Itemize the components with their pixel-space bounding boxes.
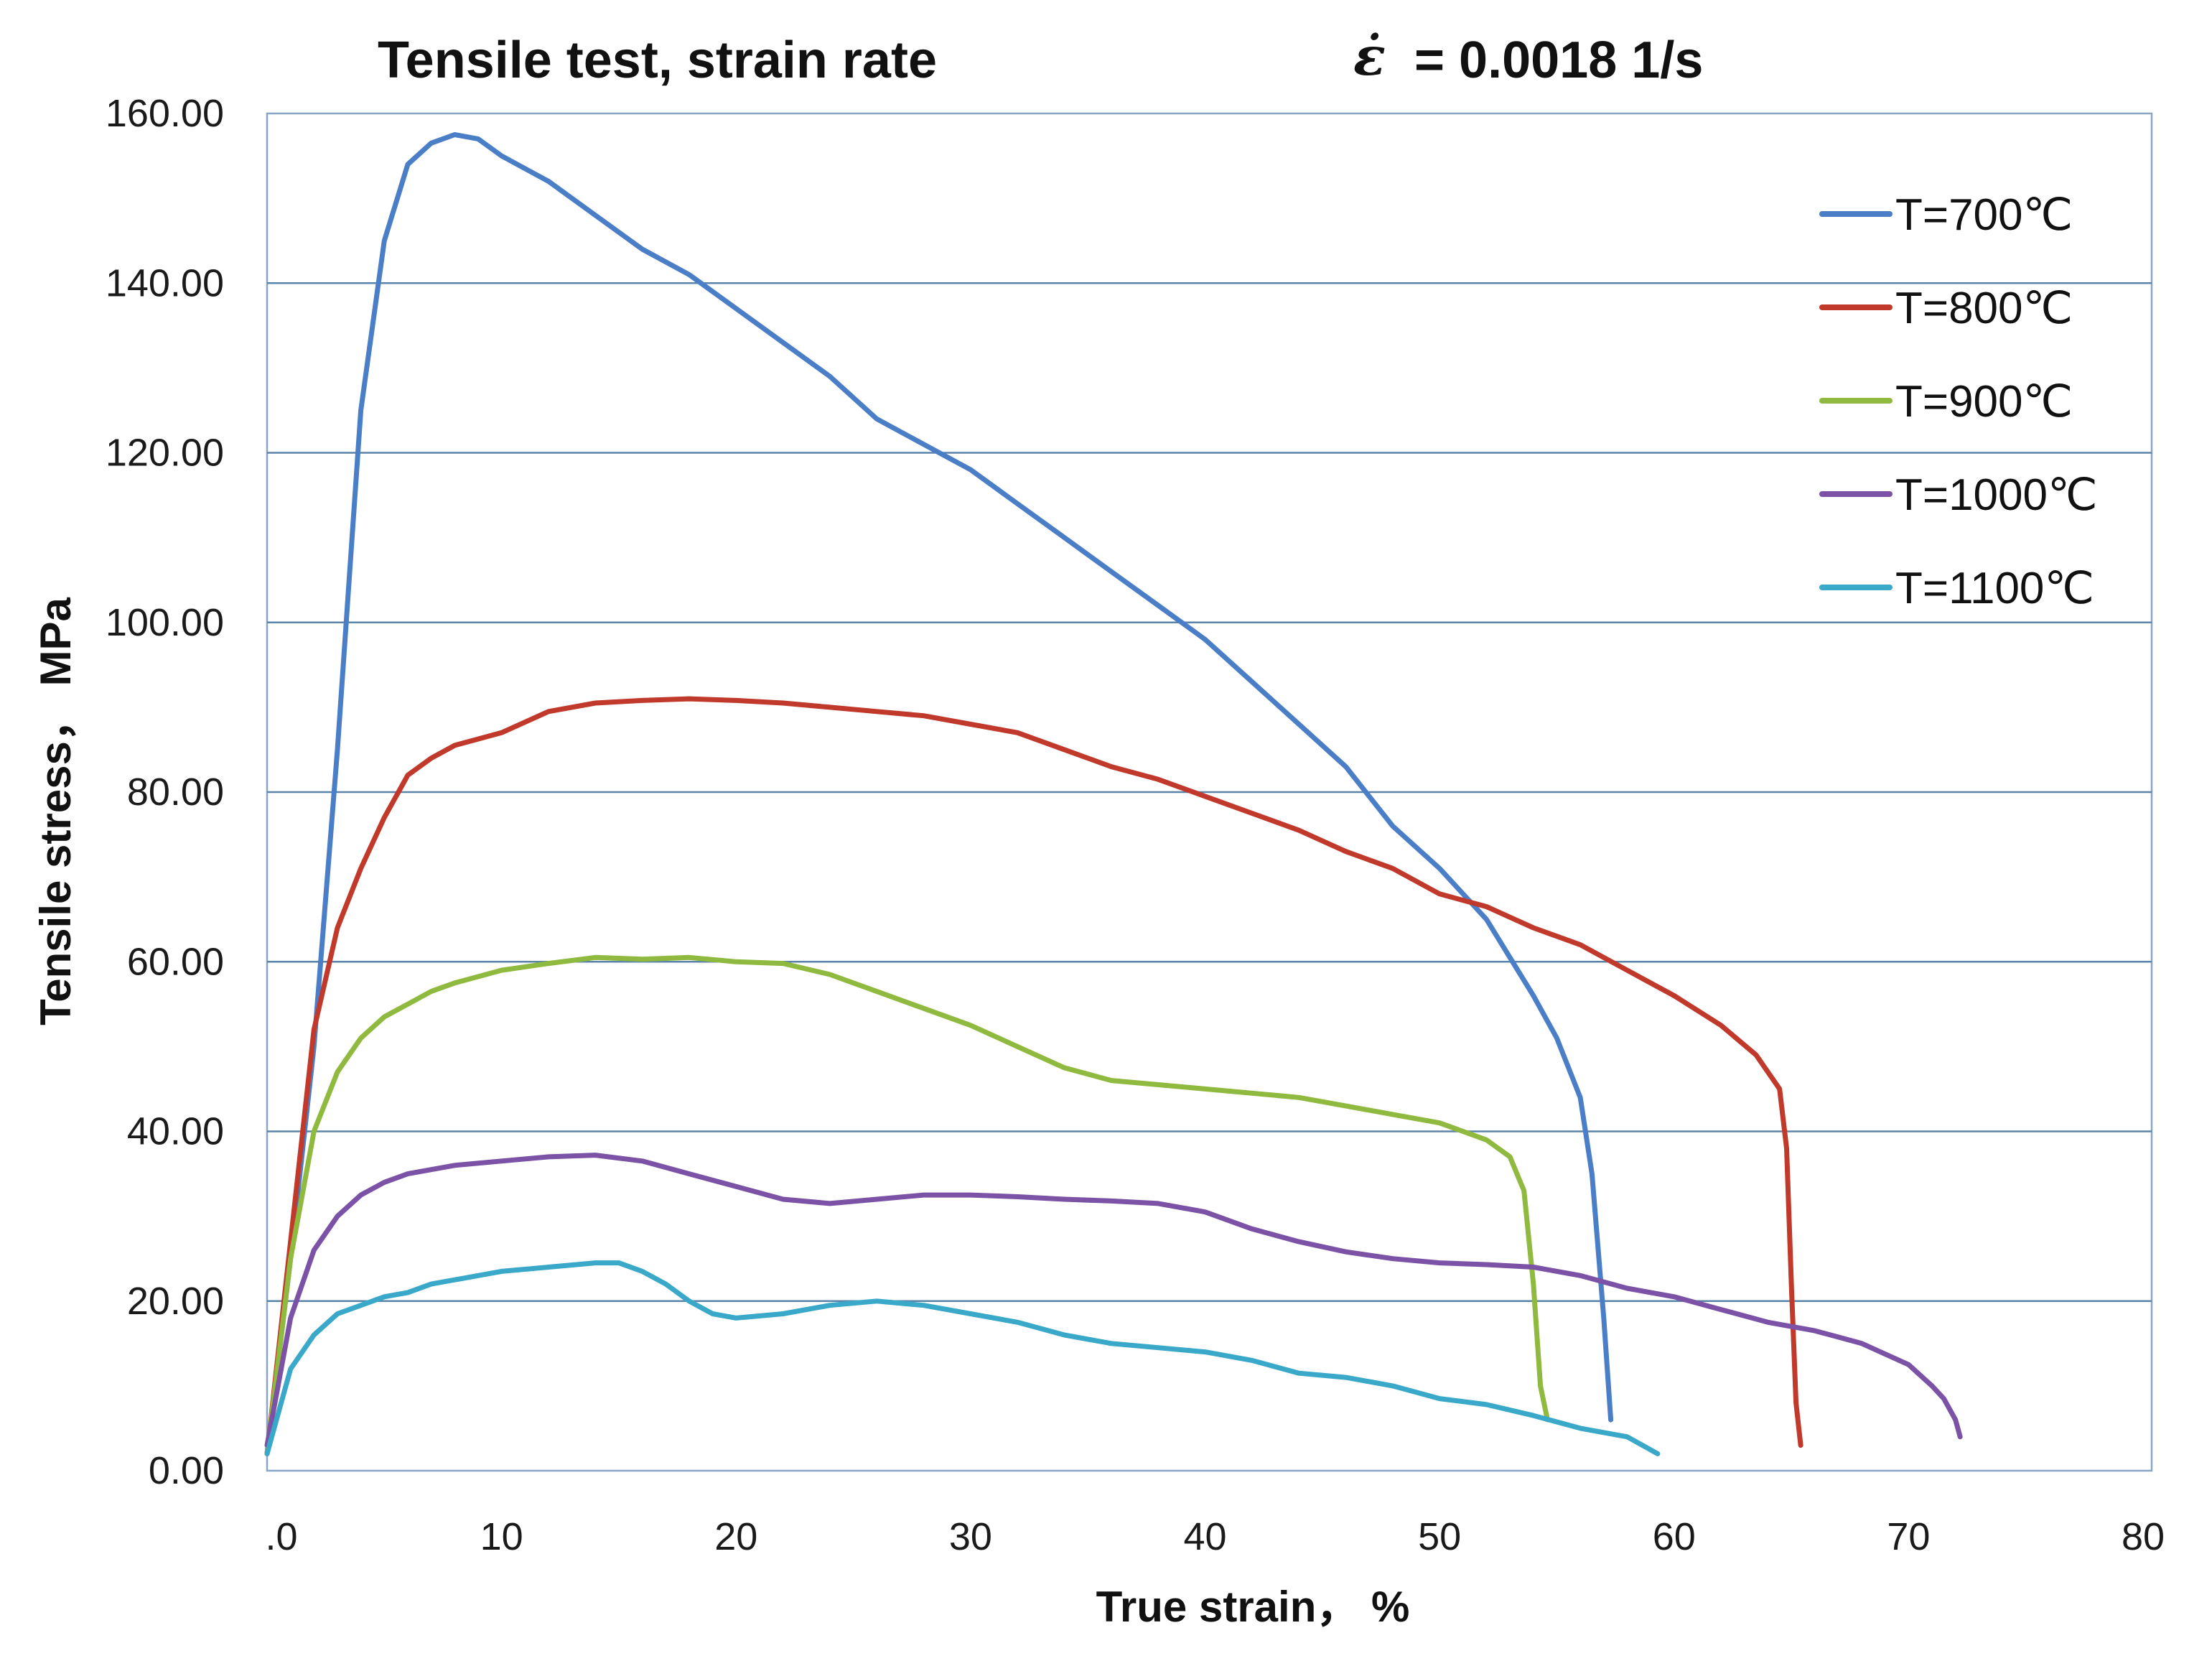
chart-title: Tensile test, strain rate [378, 32, 937, 89]
y-tick-label: 20.00 [127, 1280, 224, 1323]
y-tick-label: 140.00 [106, 261, 224, 304]
y-tick-label: 40.00 [127, 1110, 224, 1153]
gridlines [267, 282, 2152, 1302]
x-tick-label: 20 [714, 1515, 757, 1558]
x-tick-label: 80 [2122, 1515, 2165, 1558]
series-line-1 [264, 132, 1614, 1456]
y-tick-label: 100.00 [106, 601, 224, 644]
x-tick-label: 60 [1653, 1515, 1696, 1558]
series-line-4 [264, 1153, 1963, 1448]
x-tick-label: 40 [1183, 1515, 1226, 1558]
x-tick-label: 10 [480, 1515, 523, 1558]
legend-label: T=900℃ [1895, 377, 2073, 427]
y-tick-label: 160.00 [106, 92, 224, 135]
legend-label: T=1100℃ [1895, 564, 2094, 613]
legend-label: T=1000℃ [1895, 470, 2098, 520]
series-line-5 [264, 1260, 1661, 1456]
y-axis-ticks: 0.00 20.00 40.00 60.00 80.00 100.00 120.00 140.… [106, 92, 224, 1492]
legend-label: T=700℃ [1895, 190, 2073, 240]
x-axis-ticks: .0 10 20 30 40 50 60 70 80 [265, 1515, 2165, 1558]
x-tick-label: 50 [1418, 1515, 1461, 1558]
legend-label: T=800℃ [1895, 284, 2073, 333]
series-lines [264, 132, 1963, 1456]
y-tick-label: 60.00 [127, 940, 224, 983]
series-line-3 [264, 954, 1550, 1456]
y-tick-label: 0.00 [149, 1449, 224, 1492]
x-tick-label: 70 [1887, 1515, 1930, 1558]
strain-rate-symbol: ε̇ [1353, 26, 1386, 88]
strain-rate-value: = 0.0018 1/s [1414, 32, 1703, 89]
y-axis-label: Tensile stress， MPa [32, 597, 80, 1025]
x-tick-label: 30 [949, 1515, 992, 1558]
y-tick-label: 80.00 [127, 771, 224, 814]
legend: T=700℃ T=800℃ T=900℃ T=1000℃ T=1100℃ [1819, 190, 2098, 613]
series-line-2 [264, 696, 1803, 1456]
x-tick-label: .0 [265, 1515, 297, 1558]
y-tick-label: 120.00 [106, 432, 224, 475]
x-axis-label: True strain， % [1096, 1583, 1410, 1631]
